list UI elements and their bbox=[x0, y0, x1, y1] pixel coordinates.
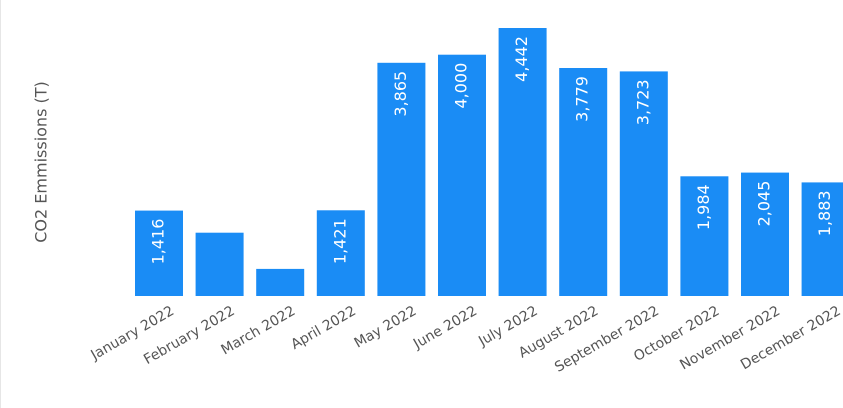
bars-group bbox=[135, 28, 843, 297]
bar-3[interactable] bbox=[256, 268, 305, 296]
bar-value-label-12: 1,883 bbox=[815, 190, 834, 236]
bar-value-label-5: 3,865 bbox=[391, 71, 410, 117]
x-tick-label-11: November 2022 bbox=[677, 303, 783, 373]
x-tick-label-6: June 2022 bbox=[410, 303, 480, 353]
bar-7[interactable] bbox=[498, 28, 547, 296]
x-tick-label-4: April 2022 bbox=[288, 303, 358, 353]
bar-11[interactable] bbox=[741, 172, 789, 296]
bar-8[interactable] bbox=[559, 68, 608, 296]
bar-4[interactable] bbox=[316, 210, 365, 296]
bar-9[interactable] bbox=[619, 71, 668, 297]
bar-5[interactable] bbox=[377, 62, 426, 296]
bar-value-label-1: 1,416 bbox=[149, 219, 168, 265]
y-axis-title: CO2 Emmissions (T) bbox=[32, 81, 51, 242]
bar-12[interactable] bbox=[801, 182, 843, 296]
bar-1[interactable] bbox=[135, 210, 183, 296]
bar-value-label-11: 2,045 bbox=[755, 181, 774, 227]
bar-value-label-4: 1,421 bbox=[330, 218, 349, 264]
bar-value-label-8: 3,779 bbox=[573, 76, 592, 122]
x-tick-label-9: September 2022 bbox=[552, 303, 662, 376]
bar-2[interactable] bbox=[195, 232, 244, 296]
bar-value-label-10: 1,984 bbox=[694, 184, 713, 230]
bar-value-label-6: 4,000 bbox=[452, 63, 471, 109]
left-divider bbox=[0, 0, 1, 408]
bar-value-label-9: 3,723 bbox=[633, 79, 652, 125]
bar-10[interactable] bbox=[680, 176, 729, 296]
bar-value-label-7: 4,442 bbox=[512, 36, 531, 82]
bar-labels-group: 1,416 1,421 3,865 4,000 4,442 3,779 3,723 1,984… bbox=[149, 36, 835, 264]
x-tick-label-5: May 2022 bbox=[352, 303, 420, 351]
bar-6[interactable] bbox=[438, 54, 486, 297]
x-tick-label-12: December 2022 bbox=[738, 303, 843, 373]
